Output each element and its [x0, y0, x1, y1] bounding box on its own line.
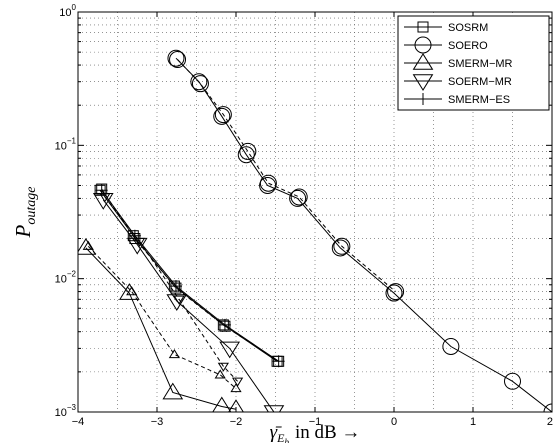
x-axis-label: γ̄Eb in dB →	[270, 422, 361, 443]
series-line	[101, 190, 279, 362]
axis-labels: γ̄Eb in dB → Poutage	[11, 187, 360, 443]
series-soero-solid	[167, 49, 552, 412]
y-tick-label: 100	[59, 3, 76, 19]
x-tick-label: 1	[470, 416, 476, 428]
marker-triangle-up	[212, 396, 232, 412]
x-tick-label: −1	[309, 416, 322, 428]
series-sosrm-dashed	[96, 183, 285, 367]
marker-plus	[272, 355, 285, 368]
x-tick-label: −2	[230, 416, 243, 428]
marker-circle	[331, 239, 349, 257]
marker-circle	[191, 75, 209, 93]
marker-circle	[504, 372, 521, 390]
x-tick-label: 2	[547, 416, 553, 428]
legend-entry: SOERM−MR	[404, 74, 512, 91]
marker-plus	[169, 280, 182, 293]
marker-circle	[213, 107, 231, 125]
marker-plus	[95, 184, 108, 197]
series-smerm-es-solid	[95, 184, 285, 368]
marker-circle	[385, 284, 403, 302]
grid	[78, 12, 552, 412]
x-tick-label: −4	[72, 416, 85, 428]
legend-entry: SMERM−MR	[404, 53, 513, 70]
marker-triangle-down-small	[173, 295, 185, 305]
y-tick-label: 10−3	[55, 403, 77, 419]
marker-triangle-down-small	[217, 362, 229, 372]
marker-triangle-down	[412, 74, 434, 91]
marker-triangle-up-small	[82, 240, 94, 250]
marker-circle	[167, 49, 185, 67]
series-line	[177, 59, 396, 292]
legend: SOSRM SOERO SMERM−MR SOERM−MR SMERM−ES	[397, 15, 550, 111]
marker-plus	[417, 93, 429, 105]
clipped-area	[78, 49, 552, 412]
marker-triangle-up	[78, 237, 97, 255]
marker-triangle-up-small	[168, 349, 181, 359]
marker-square	[417, 21, 429, 33]
marker-triangle-up	[412, 53, 434, 70]
legend-label: SMERM−ES	[448, 94, 510, 106]
marker-circle	[237, 146, 255, 164]
x-tick-label: 0	[391, 416, 397, 428]
marker-circle	[169, 51, 187, 69]
series-sosrm-solid	[94, 184, 283, 367]
marker-circle	[259, 174, 277, 192]
x-tick-label: −3	[151, 416, 164, 428]
series-soero-dashed	[169, 51, 405, 301]
marker-circle	[214, 106, 232, 124]
series-line	[102, 199, 275, 412]
legend-label: SOERM−MR	[448, 76, 512, 88]
marker-triangle-up-small	[214, 369, 226, 379]
marker-circle	[290, 188, 308, 206]
marker-plus	[128, 229, 141, 242]
marker-plus	[218, 318, 231, 331]
y-axis-label: Poutage	[11, 187, 39, 239]
marker-triangle-down-small	[231, 377, 244, 387]
marker-triangle-down	[166, 294, 188, 311]
marker-triangle-up-small	[126, 286, 138, 296]
marker-circle	[239, 142, 257, 160]
marker-triangle-down-small	[133, 237, 146, 247]
legend-entry: SOSRM	[404, 21, 488, 34]
marker-triangle-down	[219, 341, 241, 359]
marker-triangle-up	[162, 382, 184, 400]
legend-entry: SOERO	[404, 36, 488, 54]
series-line	[99, 190, 278, 362]
marker-circle	[442, 337, 460, 355]
legend-label: SOERO	[448, 40, 488, 52]
marker-triangle-up	[228, 399, 244, 412]
y-tick-label: 10−2	[55, 270, 77, 286]
series-line	[85, 247, 237, 410]
legend-label: SOSRM	[448, 22, 488, 34]
marker-triangle-down	[263, 405, 285, 412]
marker-circle	[333, 237, 351, 255]
y-tick-label: 10−1	[55, 136, 77, 152]
marker-circle	[289, 189, 307, 207]
axis-ticks: −4 −3 −2 −1 0 1 2 10−3 10−2 10−1 100	[55, 3, 553, 428]
marker-circle	[414, 36, 432, 54]
series-layer	[78, 49, 552, 412]
marker-circle	[190, 73, 208, 91]
legend-label: SMERM−MR	[448, 58, 513, 70]
marker-triangle-up-small	[230, 383, 242, 393]
marker-circle	[387, 283, 405, 301]
series-smerm-mr-solid	[78, 237, 244, 412]
series-line	[175, 57, 552, 412]
legend-entry: SMERM−ES	[404, 93, 510, 106]
series-smerm-mr-dashed	[82, 240, 242, 393]
